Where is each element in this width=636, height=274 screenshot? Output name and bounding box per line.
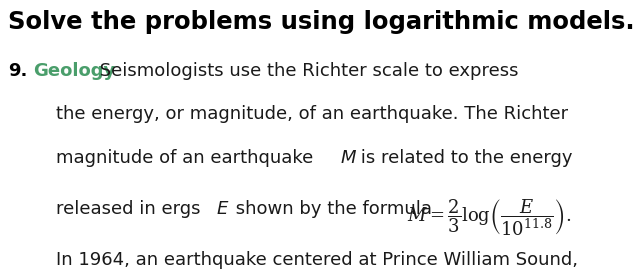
- Text: Solve the problems using logarithmic models.: Solve the problems using logarithmic mod…: [8, 10, 634, 34]
- Text: $M = \dfrac{2}{3}\log\!\left(\dfrac{E}{10^{11.8}}\right).$: $M = \dfrac{2}{3}\log\!\left(\dfrac{E}{1…: [407, 197, 572, 238]
- Text: magnitude of an earthquake: magnitude of an earthquake: [56, 149, 319, 167]
- Text: released in ergs: released in ergs: [56, 200, 206, 218]
- Text: is related to the energy: is related to the energy: [355, 149, 572, 167]
- Text: Geology: Geology: [33, 62, 115, 80]
- Text: In 1964, an earthquake centered at Prince William Sound,: In 1964, an earthquake centered at Princ…: [56, 251, 578, 269]
- Text: the energy, or magnitude, of an earthquake. The Richter: the energy, or magnitude, of an earthqua…: [56, 105, 568, 124]
- Text: $M$: $M$: [340, 149, 357, 167]
- Text: Seismologists use the Richter scale to express: Seismologists use the Richter scale to e…: [94, 62, 518, 80]
- Text: shown by the formula: shown by the formula: [230, 200, 438, 218]
- Text: $E$: $E$: [216, 200, 230, 218]
- Text: 9.: 9.: [8, 62, 27, 80]
